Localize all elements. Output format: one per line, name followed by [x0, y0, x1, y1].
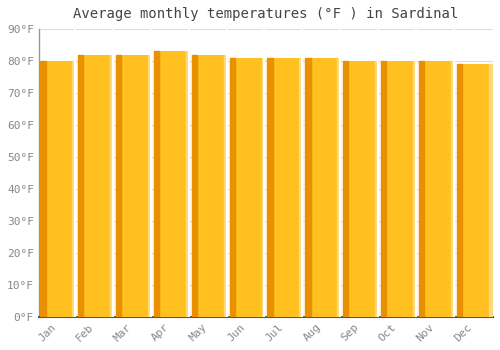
Bar [419, 61, 424, 317]
Bar [419, 61, 454, 317]
Bar [116, 55, 151, 317]
Bar [230, 58, 264, 317]
Bar [78, 55, 84, 317]
Bar [192, 55, 226, 317]
Bar [186, 51, 188, 317]
Bar [268, 58, 302, 317]
Title: Average monthly temperatures (°F ) in Sardinal: Average monthly temperatures (°F ) in Sa… [74, 7, 458, 21]
Bar [489, 64, 492, 317]
Bar [72, 61, 75, 317]
Bar [456, 64, 492, 317]
Bar [413, 61, 416, 317]
Bar [224, 55, 226, 317]
Bar [343, 61, 348, 317]
Bar [343, 61, 378, 317]
Bar [338, 58, 340, 317]
Bar [451, 61, 454, 317]
Bar [40, 61, 75, 317]
Bar [154, 51, 159, 317]
Bar [230, 58, 235, 317]
Bar [306, 58, 310, 317]
Bar [300, 58, 302, 317]
Bar [110, 55, 113, 317]
Bar [381, 61, 416, 317]
Bar [116, 55, 121, 317]
Bar [381, 61, 386, 317]
Bar [375, 61, 378, 317]
Bar [148, 55, 151, 317]
Bar [306, 58, 340, 317]
Bar [262, 58, 264, 317]
Bar [268, 58, 272, 317]
Bar [78, 55, 113, 317]
Bar [154, 51, 188, 317]
Bar [456, 64, 462, 317]
Bar [40, 61, 46, 317]
Bar [192, 55, 197, 317]
